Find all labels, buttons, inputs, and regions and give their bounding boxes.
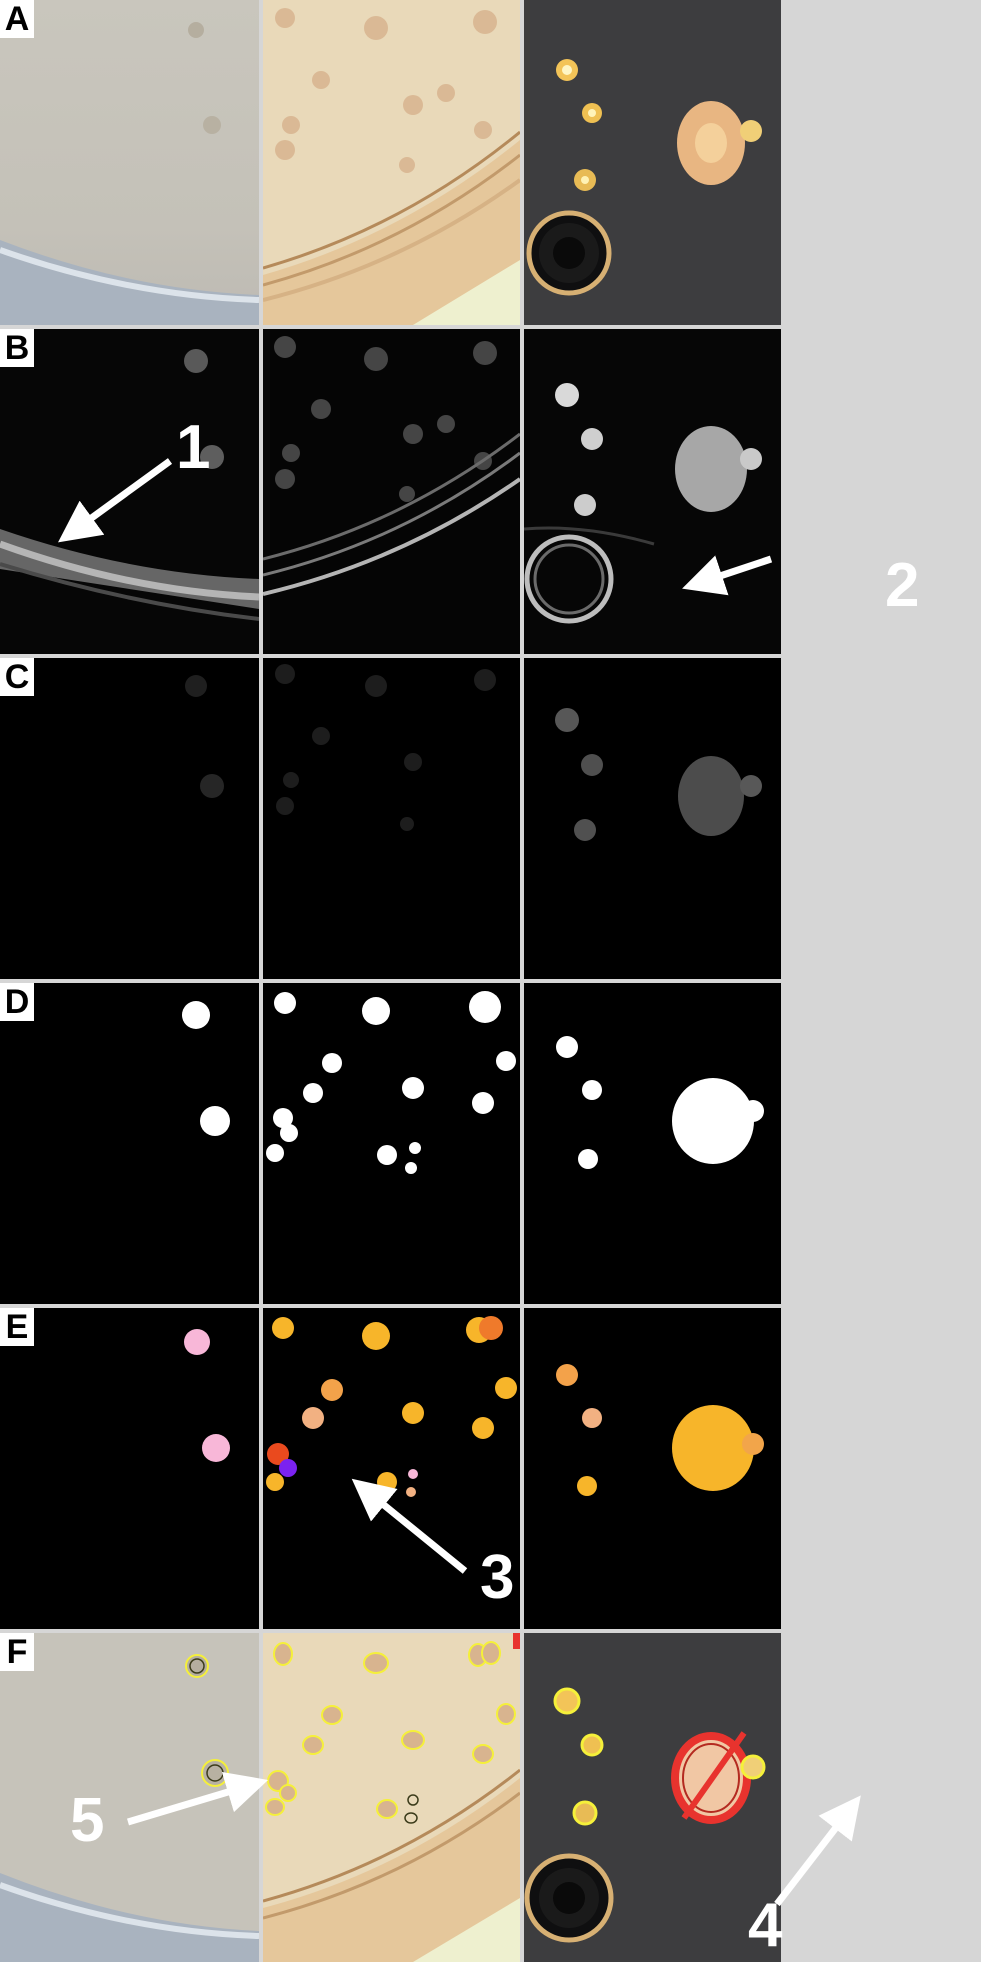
row-e: E [0, 1308, 981, 1629]
row-label-e: E [0, 1308, 34, 1346]
panel-c1-subtracted [0, 658, 259, 979]
panel-e1-segments [0, 1308, 259, 1629]
row-f: F [0, 1633, 981, 1962]
row-a: A [0, 0, 981, 325]
row-d: D [0, 983, 981, 1304]
panel-b2-enhanced [263, 329, 520, 654]
panel-f1-overlay [0, 1633, 259, 1962]
row-c: C [0, 658, 981, 979]
panel-c3-subtracted [524, 658, 781, 979]
row-label-c: C [0, 658, 34, 696]
panel-d1-mask [0, 983, 259, 1304]
panel-a3-plate-photo [524, 0, 781, 325]
row-label-f: F [0, 1633, 34, 1671]
callout-1: 1 [176, 413, 211, 482]
callout-5: 5 [70, 1786, 105, 1855]
panel-f2-overlay [263, 1633, 520, 1962]
callout-4: 4 [748, 1891, 783, 1960]
callout-3: 3 [480, 1543, 515, 1612]
row-b: B [0, 329, 981, 654]
row-label-b: B [0, 329, 34, 367]
panel-b1-enhanced [0, 329, 259, 654]
panel-d3-mask [524, 983, 781, 1304]
row-label-d: D [0, 983, 34, 1021]
panel-a2-plate-photo [263, 0, 520, 325]
panel-d2-mask [263, 983, 520, 1304]
row-label-a: A [0, 0, 34, 38]
callout-2: 2 [885, 551, 920, 620]
panel-e2-segments [263, 1308, 520, 1629]
panel-f3-overlay [524, 1633, 781, 1962]
panel-c2-subtracted [263, 658, 520, 979]
panel-e3-segments [524, 1308, 781, 1629]
panel-b3-enhanced [524, 329, 781, 654]
panel-a1-plate-photo [0, 0, 259, 325]
